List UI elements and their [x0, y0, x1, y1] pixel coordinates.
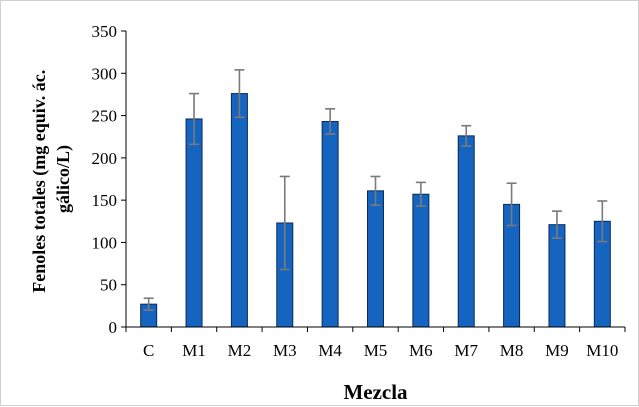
error-bar-M9: [551, 210, 562, 239]
x-tick-label: M7: [454, 341, 478, 360]
error-bar-M6: [415, 181, 426, 207]
error-bar-M1: [189, 92, 200, 146]
y-axis-title-line-2: gálico/L): [53, 145, 74, 213]
bar-M9: [548, 224, 566, 328]
y-axis-title-line-1: Fenoles totales (mg equiv. ác.: [29, 70, 50, 293]
y-tick-label: 250: [92, 107, 118, 126]
error-bars: [143, 69, 608, 311]
x-tick-label: M9: [545, 341, 569, 360]
x-tick-label: M2: [228, 341, 252, 360]
error-bar-M2: [234, 69, 245, 119]
x-tick-label: M6: [409, 341, 433, 360]
x-tick-label: M5: [364, 341, 388, 360]
x-tick-label: M10: [586, 341, 618, 360]
x-tick-label: M3: [273, 341, 297, 360]
x-tick-label: C: [143, 341, 154, 360]
error-bar-M8: [506, 182, 517, 227]
bar-M5: [367, 190, 384, 328]
y-tick-label: 300: [92, 64, 118, 83]
bar-series: [140, 93, 611, 328]
error-bar-M3: [279, 175, 290, 271]
y-tick-label: 100: [92, 233, 118, 252]
x-axis-ticks: C M1 M2 M3 M4 M5 M6 M7 M8 M9 M10: [125, 327, 626, 360]
bar-M1: [185, 118, 203, 328]
y-axis-ticks: 0 50 100 150 200 250 300 350: [92, 22, 126, 337]
y-tick-label: 150: [92, 191, 118, 210]
y-tick-label: 50: [100, 276, 117, 295]
y-axis-title: Fenoles totales (mg equiv. ác. gálico/L): [29, 65, 74, 292]
error-bar-M4: [325, 108, 336, 135]
error-bar-M5: [370, 175, 381, 207]
bar-M2: [230, 93, 248, 328]
error-bar-M10: [597, 200, 608, 243]
error-bar-C: [143, 297, 154, 311]
y-tick-label: 350: [92, 22, 118, 41]
bar-M6: [412, 193, 430, 328]
bar-M4: [321, 120, 339, 328]
x-tick-label: M4: [318, 341, 342, 360]
x-axis-title: Mezcla: [343, 380, 408, 404]
y-tick-label: 0: [109, 318, 118, 337]
y-tick-label: 200: [92, 149, 118, 168]
bar-M7: [457, 135, 475, 328]
x-tick-label: M8: [500, 341, 524, 360]
x-tick-label: M1: [182, 341, 206, 360]
error-bar-M7: [461, 124, 472, 147]
